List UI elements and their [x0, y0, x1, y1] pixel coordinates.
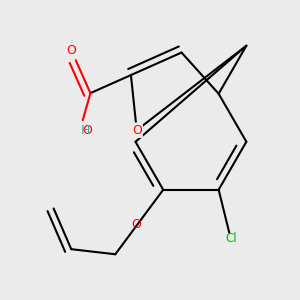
- Text: O: O: [131, 218, 141, 230]
- Text: O: O: [132, 124, 142, 137]
- Text: Cl: Cl: [226, 232, 237, 244]
- Text: H: H: [81, 124, 90, 137]
- Text: O: O: [82, 124, 92, 137]
- Text: O: O: [66, 44, 76, 57]
